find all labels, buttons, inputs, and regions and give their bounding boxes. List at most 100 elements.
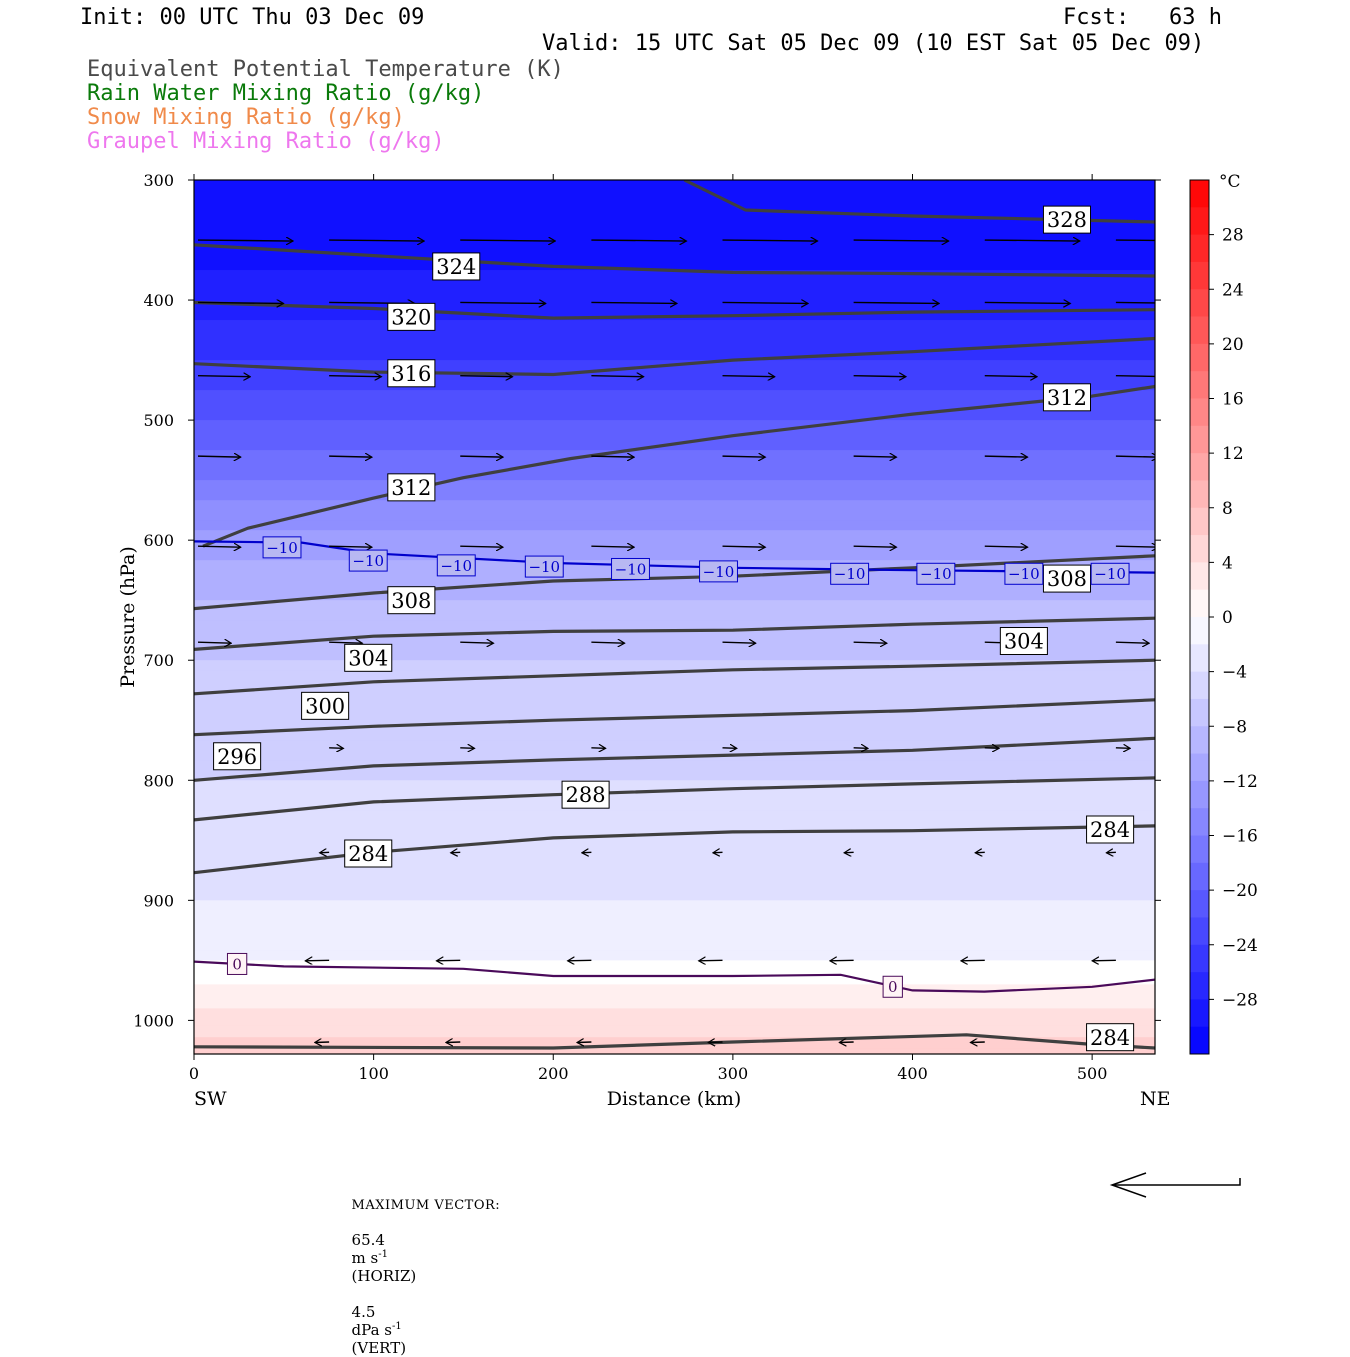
wind-vector [1115, 374, 1155, 378]
temperature-band [194, 410, 1155, 421]
temperature-band [194, 650, 1155, 661]
temperature-band [194, 790, 1155, 801]
theta-e-contour-328 [683, 180, 1155, 224]
wind-vector [329, 240, 424, 241]
wind-vector [699, 960, 723, 961]
temperature-band [194, 200, 1155, 211]
svg-text:−10: −10 [352, 552, 384, 570]
temperature-band [194, 460, 1155, 471]
theta-e-label: 312 [1042, 383, 1092, 412]
wind-vector [1115, 748, 1130, 749]
wind-vector [984, 240, 1080, 241]
temperature-band [194, 370, 1155, 381]
colorbar-tick-label: −16 [1222, 827, 1258, 847]
colorbar-swatch [1190, 507, 1209, 536]
temperature-band [194, 820, 1155, 831]
colorbar-swatch [1190, 726, 1209, 754]
theta-e-label: 320 [387, 302, 436, 331]
temperature-band [194, 780, 1155, 791]
wind-vector [975, 852, 985, 853]
svg-text:308: 308 [391, 589, 431, 613]
theta-e-label: 312 [387, 473, 436, 502]
wind-vector [197, 642, 231, 643]
colorbar-swatch [1190, 180, 1209, 208]
theta-e-contour-292 [194, 736, 1155, 782]
colorbar-tick-label: −28 [1222, 990, 1258, 1010]
vert-tag: (VERT) [351, 1339, 407, 1357]
colorbar-tick-label: 12 [1222, 444, 1244, 464]
temperature-band [194, 860, 1155, 871]
svg-text:288: 288 [566, 783, 606, 807]
temperature-band [194, 630, 1155, 641]
wind-vector [460, 456, 503, 457]
colorbar-swatch [1190, 917, 1209, 946]
wind-vector [708, 1042, 723, 1043]
temperature-band [194, 520, 1155, 531]
isotherm-label: 0 [882, 975, 903, 998]
wind-vector [853, 456, 897, 457]
wind-vector [577, 1042, 592, 1043]
wind-vector [582, 852, 592, 853]
temperature-band [194, 600, 1155, 611]
theta-e-contour-288 [194, 776, 1155, 822]
wind-vector [961, 960, 985, 961]
svg-text:−10: −10 [440, 557, 472, 575]
colorbar-swatch [1190, 343, 1209, 372]
colorbar-swatch [1190, 890, 1209, 918]
wind-vector [722, 456, 766, 457]
theta-e-label: 316 [387, 359, 436, 388]
theta-e-label: 304 [344, 643, 393, 672]
colorbar-swatch [1190, 562, 1209, 591]
colorbar-swatch [1190, 316, 1209, 345]
wind-vector [1115, 239, 1155, 242]
svg-text:−10: −10 [528, 558, 560, 576]
temperature-band [194, 960, 1155, 967]
temperature-band [194, 910, 1155, 921]
svg-text:324: 324 [436, 255, 476, 279]
wind-vector [722, 748, 737, 749]
horiz-value: 65.4 [351, 1231, 385, 1249]
wind-vector [460, 546, 503, 547]
wind-vector [1115, 642, 1149, 643]
colorbar-swatch [1190, 371, 1209, 399]
temperature-band [194, 1025, 1155, 1033]
colorbar-swatch [1190, 425, 1209, 454]
wind-vector [197, 302, 284, 303]
colorbar-swatch [1190, 780, 1209, 809]
temperature-band [194, 810, 1155, 821]
wind-vector [437, 960, 461, 961]
max-vector-label: MAXIMUM VECTOR: [351, 1198, 501, 1213]
wind-vector [1106, 852, 1116, 853]
temperature-band [194, 1020, 1155, 1027]
svg-text:−10: −10 [266, 539, 298, 557]
temperature-band [194, 950, 1155, 961]
temperature-band [194, 1048, 1155, 1054]
temperature-band [194, 570, 1155, 581]
theta-e-label: 284 [1086, 815, 1135, 844]
wind-vector [853, 376, 906, 377]
wind-vector [197, 376, 250, 377]
temperature-band [194, 610, 1155, 621]
wind-vector [320, 852, 330, 853]
temperature-band [194, 1000, 1155, 1005]
wind-vector [591, 376, 643, 377]
temperature-band [194, 1004, 1155, 1009]
temperature-band [194, 890, 1155, 901]
wind-vector [713, 852, 723, 853]
legend-graupel: Graupel Mixing Ratio (g/kg) [87, 129, 445, 154]
colorbar-swatch [1190, 698, 1209, 727]
colorbar-swatch [1190, 589, 1209, 618]
wind-vector [853, 546, 897, 547]
temperature-band [194, 300, 1155, 311]
wind-vector [305, 960, 330, 961]
colorbar-swatch [1190, 480, 1209, 509]
temperature-band [194, 290, 1155, 301]
wind-vector [591, 456, 634, 457]
colorbar-tick-label: 16 [1222, 390, 1244, 410]
temperature-band [194, 640, 1155, 651]
isotherm-label: −10 [916, 562, 956, 585]
temperature-band [194, 420, 1155, 431]
wind-vector [329, 376, 381, 377]
colorbar-tick-label: 4 [1222, 553, 1233, 573]
theta-e-label: 300 [301, 691, 350, 720]
